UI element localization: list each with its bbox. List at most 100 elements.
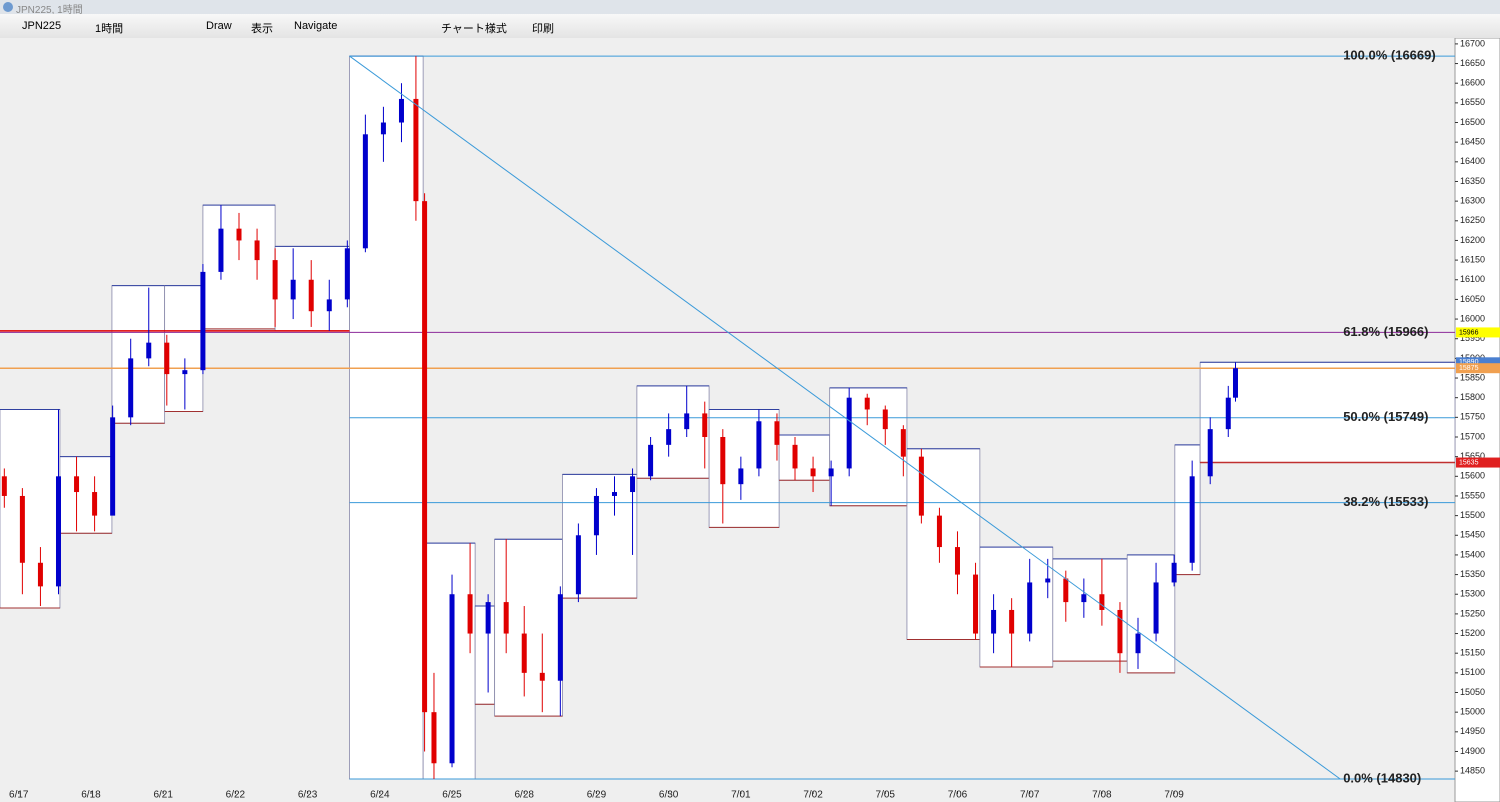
y-tick-label: 15850 [1460,372,1485,382]
candle-body [110,417,116,516]
candle-body [1153,582,1159,634]
session-box [636,385,710,479]
candle-body [954,547,960,575]
chart: 100.0% (16669) 61.8% (15966) 50.0% (15749)… [0,38,1500,802]
y-tick-label: 15250 [1460,608,1485,618]
toolbar: JPN225 1時間 Draw 表示 Navigate チャート様式 印刷 [0,14,1500,39]
y-tick-label: 16300 [1460,196,1485,206]
candle-body [593,495,599,536]
symbol-select[interactable]: JPN225 [22,20,62,32]
candle-body [467,594,473,634]
candle-body [1207,429,1213,477]
session-box [906,448,981,640]
candle-body [37,562,43,587]
y-tick-label: 15800 [1460,392,1485,402]
candle-body [485,602,491,634]
fib-label: 50.0% (15749) [1343,409,1428,424]
y-tick-label: 15700 [1460,431,1485,441]
candle-body [362,134,368,249]
candle-body [792,444,798,469]
candle-body [1027,582,1033,634]
candle-body [1189,476,1195,563]
candle-body [1171,562,1177,583]
chart-style-menu[interactable]: チャート様式 [441,23,507,35]
y-tick-label: 15150 [1460,648,1485,658]
print-menu[interactable]: 印刷 [532,23,554,35]
x-tick-label: 6/22 [226,790,246,801]
fib-label: 100.0% (16669) [1343,48,1436,63]
x-tick-label: 6/29 [587,790,607,801]
candle-body [92,492,98,516]
candle-body [1232,368,1238,398]
draw-menu[interactable]: Draw [206,20,232,32]
candle-body [182,370,188,375]
session-box [164,285,204,412]
x-tick-label: 6/25 [442,790,462,801]
candle-body [774,421,780,445]
y-tick-label: 16200 [1460,235,1485,245]
candle-body [1045,578,1051,583]
y-tick-label: 15600 [1460,471,1485,481]
candle-body [991,609,997,634]
candle-body [648,444,654,477]
x-tick-label: 7/09 [1164,790,1184,801]
y-tick-label: 16100 [1460,274,1485,284]
y-tick-label: 15750 [1460,412,1485,422]
candle-body [254,240,260,261]
candle-body [272,260,278,300]
candle-body [828,468,834,477]
candle-body [973,574,979,634]
candle-body [218,228,224,272]
y-tick-label: 15100 [1460,667,1485,677]
candle-body [1225,397,1231,430]
y-tick-label: 15450 [1460,530,1485,540]
candle-body [308,279,314,312]
x-tick-label: 7/05 [876,790,896,801]
price-tag-label: 15966 [1459,329,1479,336]
y-tick-label: 16350 [1460,176,1485,186]
price-tag [1456,357,1500,368]
candle-body [539,672,545,681]
candle-body [557,594,563,681]
x-tick-label: 7/02 [803,790,823,801]
candle-body [200,271,206,371]
navigate-menu[interactable]: Navigate [294,20,338,32]
session-box [708,409,780,528]
candle-body [449,594,455,764]
session-box [562,473,638,599]
candle-body [611,492,617,496]
candle-body [422,201,428,713]
candle-body [630,476,636,493]
y-tick-label: 15950 [1460,333,1485,343]
y-tick-label: 16400 [1460,156,1485,166]
candle-body [575,535,581,595]
timeframe-select[interactable]: 1時間 [95,23,124,35]
y-tick-label: 16700 [1460,38,1485,48]
candle-body [521,633,527,673]
view-menu[interactable]: 表示 [251,23,273,35]
candle-body [756,421,762,469]
candle-body [1,476,7,496]
y-tick-label: 15350 [1460,569,1485,579]
price-tag [1456,327,1500,338]
y-tick-label: 16550 [1460,97,1485,107]
session-box [0,409,61,609]
candle-body [431,712,437,764]
candle-body [236,228,242,241]
candle-body [413,98,419,202]
candle-body [918,456,924,516]
candle-body [146,342,152,359]
candle-body [128,358,134,418]
candle-body [503,602,509,634]
candle-body [1117,609,1123,654]
price-tag [1456,363,1500,374]
y-tick-label: 16250 [1460,215,1485,225]
candle-body [864,397,870,410]
session-box [59,456,113,534]
y-tick-label: 16000 [1460,313,1485,323]
x-tick-label: 6/24 [370,790,390,801]
y-tick-label: 15050 [1460,687,1485,697]
price-tag-label: 15635 [1459,459,1479,466]
y-tick-label: 16500 [1460,117,1485,127]
